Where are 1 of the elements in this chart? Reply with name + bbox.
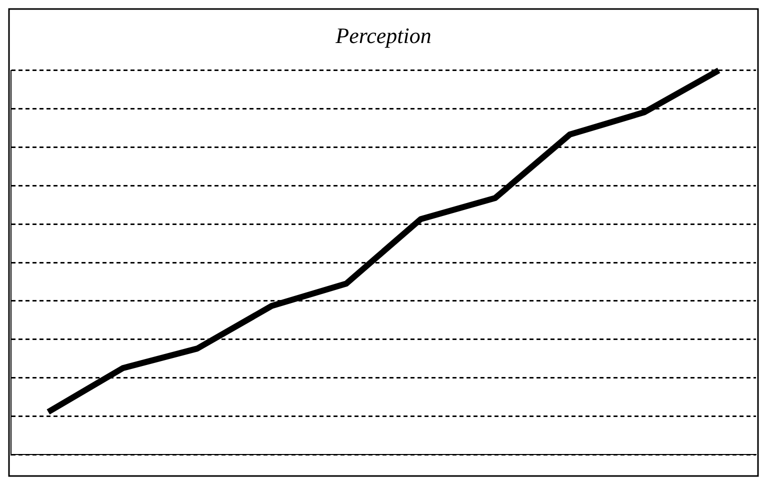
chart-title: Perception <box>334 22 432 48</box>
